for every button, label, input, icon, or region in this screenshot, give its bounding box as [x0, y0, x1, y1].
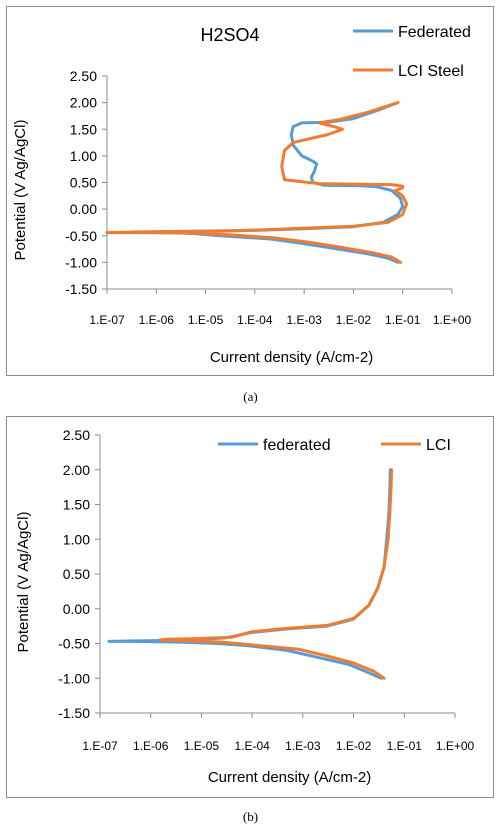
x-tick-label: 1.E-05 [184, 739, 220, 753]
x-tick-label: 1.E+00 [433, 313, 472, 327]
x-tick-label: 1.E+00 [436, 739, 475, 753]
y-tick-label: 0.50 [63, 566, 90, 582]
series-line-federated [107, 468, 392, 680]
y-tick-label: 0.50 [70, 175, 97, 191]
y-tick-label: 1.50 [70, 121, 97, 137]
x-axis-title: Current density (A/cm-2) [208, 769, 371, 786]
y-tick-label: 1.00 [63, 531, 90, 547]
x-axis-title: Current density (A/cm-2) [210, 349, 373, 366]
x-tick-label: 1.E-01 [387, 739, 423, 753]
caption-b: (b) [242, 809, 259, 824]
chart-b: 2.50 2.00 1.50 1.00 0.50 0.00 -0.50 -1.00 -1.50 1… [15, 427, 475, 786]
legend-label: federated [263, 437, 331, 454]
x-tick-label: 1.E-04 [234, 739, 270, 753]
y-tick-label: -0.50 [58, 636, 90, 652]
x-tick-label: 1.E-06 [133, 739, 169, 753]
y-tick-label: 2.50 [70, 68, 97, 84]
y-tick-label: -1.00 [58, 670, 90, 686]
x-tick-label: 1.E-05 [188, 313, 224, 327]
chart-a: 2.50 2.00 1.50 1.00 0.50 0.00 -0.50 -1.00 -1.50 1… [12, 24, 472, 366]
x-tick-label: 1.E-07 [82, 739, 118, 753]
y-axis-title: Potential (V Ag/AgCl) [15, 512, 32, 653]
legend-label: Federated [398, 24, 471, 41]
legend-label: LCI Steel [398, 63, 464, 80]
y-tick-label: 2.00 [63, 462, 90, 478]
x-tick-label: 1.E-03 [285, 739, 321, 753]
y-tick-label: -1.00 [65, 254, 97, 270]
x-tick-label: 1.E-02 [336, 739, 372, 753]
y-tick-label: 0.00 [63, 601, 90, 617]
series-line-lci [158, 468, 393, 680]
x-tick-label: 1.E-01 [385, 313, 421, 327]
y-tick-label: 2.50 [63, 427, 90, 443]
y-tick-label: 2.00 [70, 95, 97, 111]
series-line-lci-steel [105, 101, 409, 264]
x-tick-label: 1.E-02 [336, 313, 372, 327]
legend-label: LCI [426, 437, 451, 454]
y-tick-label: -1.50 [65, 281, 97, 297]
caption-a: (a) [243, 389, 258, 404]
x-tick-label: 1.E-04 [237, 313, 273, 327]
chart-b-frame [6, 416, 494, 798]
y-tick-label: 1.00 [70, 148, 97, 164]
x-tick-label: 1.E-07 [89, 313, 125, 327]
y-tick-label: 0.00 [70, 201, 97, 217]
chart-a-frame [6, 6, 494, 376]
x-tick-label: 1.E-03 [286, 313, 322, 327]
x-tick-label: 1.E-06 [139, 313, 175, 327]
chart-title: H2SO4 [200, 25, 259, 45]
y-tick-label: 1.50 [63, 497, 90, 513]
y-axis-title: Potential (V Ag/AgCl) [12, 120, 29, 261]
y-tick-label: -0.50 [65, 228, 97, 244]
y-tick-label: -1.50 [58, 705, 90, 721]
series-line-federated [129, 101, 405, 264]
